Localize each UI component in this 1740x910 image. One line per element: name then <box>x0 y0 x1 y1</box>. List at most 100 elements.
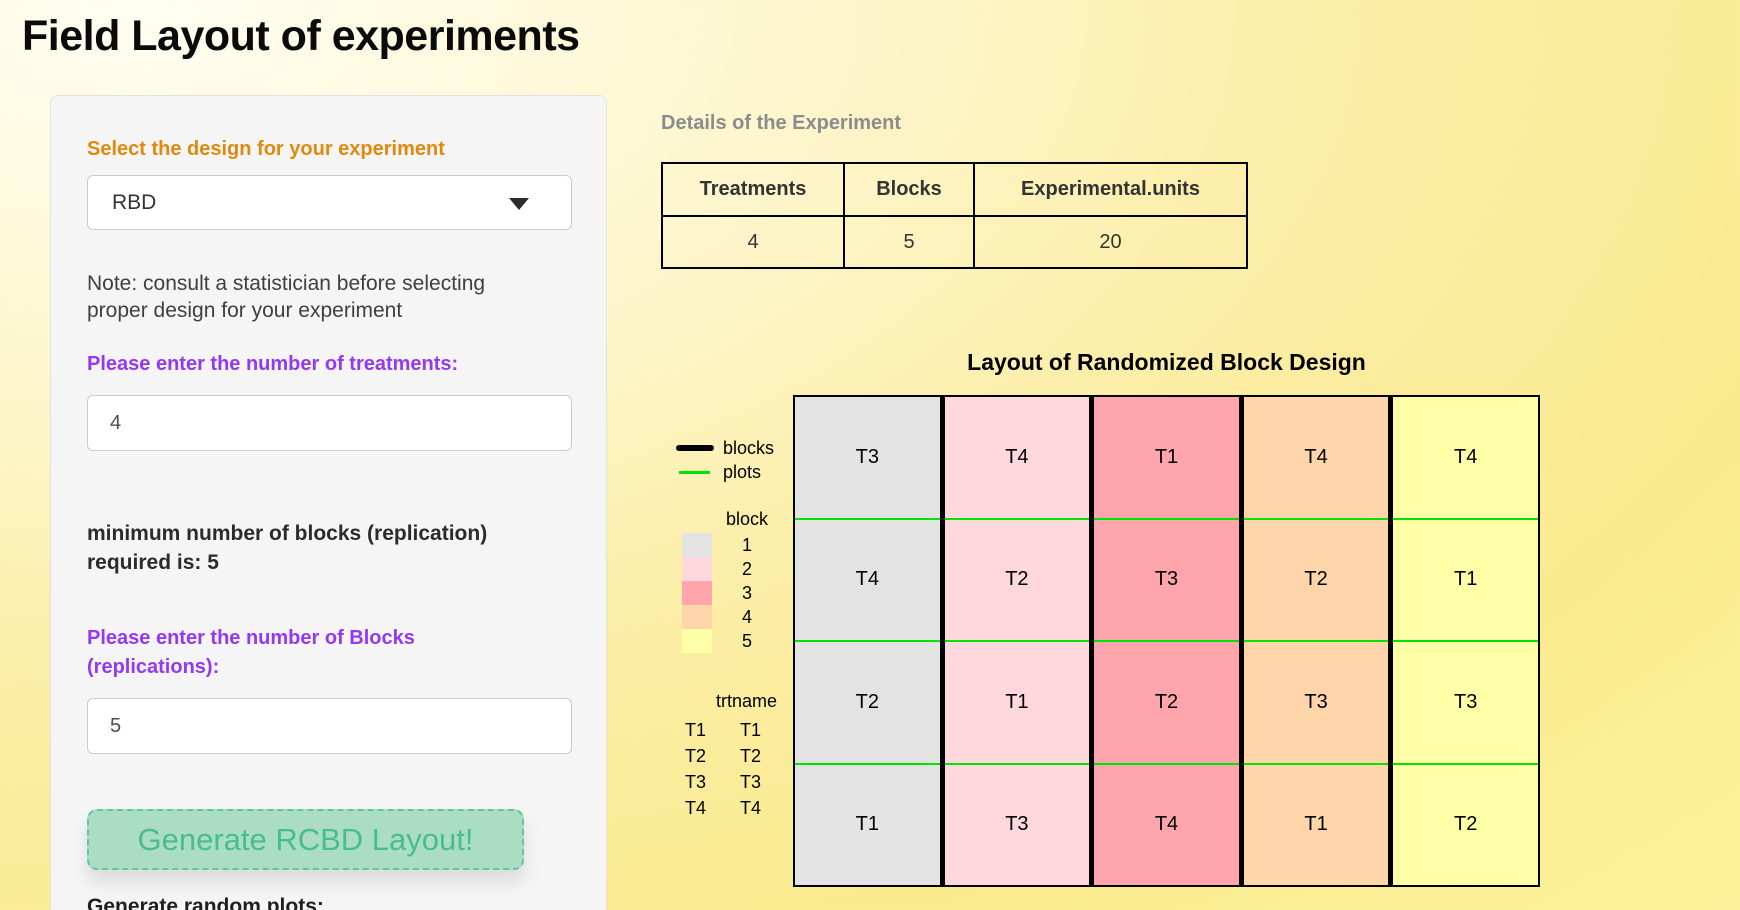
sidebar-panel: Select the design for your experiment RB… <box>50 95 607 910</box>
treatment-label: T1 <box>1005 690 1029 713</box>
treatments-value-cell: 4 <box>661 215 845 269</box>
legend-trt-item: T4 T4 <box>676 795 806 821</box>
table-header-blocks: Blocks <box>843 162 975 217</box>
generate-layout-button[interactable]: Generate RCBD Layout! <box>87 809 524 870</box>
treatment-label: T3 <box>855 445 879 468</box>
legend-trt-item: T3 T3 <box>676 769 806 795</box>
table-header-treatments: Treatments <box>661 162 845 217</box>
plot-cell: T1 <box>795 765 940 886</box>
details-heading: Details of the Experiment <box>661 112 902 134</box>
plot-cell: T4 <box>944 397 1090 520</box>
plot-cell: T3 <box>1094 520 1239 642</box>
plot-cell: T4 <box>795 520 940 642</box>
legend-trt-item: T2 T2 <box>676 743 806 769</box>
treatment-label: T2 <box>1154 690 1179 713</box>
plot-cell: T1 <box>1094 397 1239 520</box>
treatment-label: T2 <box>855 690 879 713</box>
legend-plots-label: plots <box>723 461 762 482</box>
plot-cell: T2 <box>1094 642 1239 765</box>
plot-cell: T1 <box>944 642 1090 765</box>
table-header-units: Experimental.units <box>973 162 1248 217</box>
legend-trt-item: T1 T1 <box>676 717 806 743</box>
plots-line-icon <box>679 470 710 474</box>
treatment-label: T3 <box>1005 813 1029 836</box>
units-value-cell: 20 <box>973 215 1248 269</box>
treatment-label: T1 <box>1454 568 1478 591</box>
trt-name: T3 <box>740 771 762 792</box>
block-column-1: T3 T4 T2 T1 <box>795 397 940 885</box>
treatment-label: T4 <box>1154 813 1179 836</box>
trt-key: T1 <box>685 719 707 740</box>
plot-title: Layout of Randomized Block Design <box>967 349 1366 375</box>
plot-cell: T2 <box>1243 520 1389 642</box>
legend-blocks-label: blocks <box>723 437 775 458</box>
trt-key: T2 <box>685 745 707 766</box>
block-column-4: T4 T2 T3 T1 <box>1238 397 1389 886</box>
legend-block-item: 4 <box>676 605 806 629</box>
plot-cell: T4 <box>1393 397 1538 520</box>
trt-key: T3 <box>685 771 707 792</box>
treatment-label: T1 <box>855 813 879 836</box>
trt-name: T2 <box>740 745 762 766</box>
blocks-line-icon <box>676 445 714 451</box>
plot-cell: T1 <box>1244 765 1389 886</box>
block-color-swatch <box>682 605 712 629</box>
treatments-input-label: Please enter the number of treatments: <box>87 353 459 375</box>
treatment-label: T3 <box>1454 690 1478 713</box>
block-id: 2 <box>742 558 753 579</box>
treatment-label: T1 <box>1154 445 1179 468</box>
block-color-swatch <box>682 581 712 605</box>
legend-block-header: block <box>726 509 769 529</box>
legend-block-item: 2 <box>676 557 806 581</box>
block-id: 5 <box>742 630 753 651</box>
treatment-label: T2 <box>1304 568 1328 591</box>
legend-trtname-header: trtname <box>716 691 778 711</box>
min-blocks-text: minimum number of blocks (replication) r… <box>87 522 488 574</box>
treatment-label: T4 <box>1454 445 1478 468</box>
trt-key: T4 <box>685 797 707 818</box>
legend-block-item: 5 <box>676 629 806 653</box>
treatment-label: T3 <box>1304 690 1328 713</box>
block-column-5: T4 T1 T3 T2 <box>1388 397 1538 885</box>
block-color-swatch <box>682 557 712 581</box>
design-select-value: RBD <box>112 190 157 214</box>
field-layout-grid: T3 T4 T2 T1 T4 T2 T1 T3 T1 T3 T2 T4 T4 T… <box>793 395 1540 887</box>
treatment-label: T3 <box>1154 568 1179 591</box>
page-title: Field Layout of experiments <box>22 12 580 60</box>
legend-block-item: 3 <box>676 581 806 605</box>
statistician-note: Note: consult a statistician before sele… <box>87 272 486 322</box>
blocks-input-label: Please enter the number of Blocks (repli… <box>87 627 415 678</box>
plot-cell: T3 <box>795 397 940 520</box>
treatments-input[interactable] <box>87 395 572 451</box>
blocks-input[interactable] <box>87 698 572 754</box>
treatment-label: T4 <box>1005 445 1029 468</box>
legend-blocks-entry: blocks <box>676 436 806 460</box>
block-column-3: T1 T3 T2 T4 <box>1089 397 1239 885</box>
trt-name: T4 <box>740 797 762 818</box>
plot-cell: T2 <box>795 642 940 765</box>
trt-name: T1 <box>740 719 762 740</box>
block-id: 4 <box>742 606 753 627</box>
plot-cell: T2 <box>1393 765 1538 886</box>
treatment-label: T1 <box>1304 813 1328 836</box>
plot-cell: T2 <box>944 520 1090 642</box>
treatment-label: T2 <box>1454 813 1478 836</box>
treatment-label: T4 <box>855 568 879 591</box>
plot-cell: T3 <box>1243 642 1389 765</box>
block-id: 3 <box>742 582 753 603</box>
legend-block-item: 1 <box>676 533 806 557</box>
design-select-label: Select the design for your experiment <box>87 138 445 160</box>
table-row: 4 5 20 <box>661 215 1248 269</box>
block-id: 1 <box>742 534 753 555</box>
plot-cell: T1 <box>1393 520 1538 642</box>
plot-legend: blocks plots block 1 2 3 4 5 trtname T1 … <box>676 436 806 821</box>
treatment-label: T2 <box>1005 568 1029 591</box>
block-color-swatch <box>682 533 712 557</box>
block-column-2: T4 T2 T1 T3 <box>939 397 1090 886</box>
plot-cell: T3 <box>945 765 1090 886</box>
legend-plots-entry: plots <box>676 460 806 484</box>
experiment-details-table: Treatments Blocks Experimental.units 4 5… <box>661 162 1248 269</box>
block-color-swatch <box>682 629 712 653</box>
blocks-value-cell: 5 <box>843 215 975 269</box>
design-select[interactable]: RBD <box>87 175 572 230</box>
